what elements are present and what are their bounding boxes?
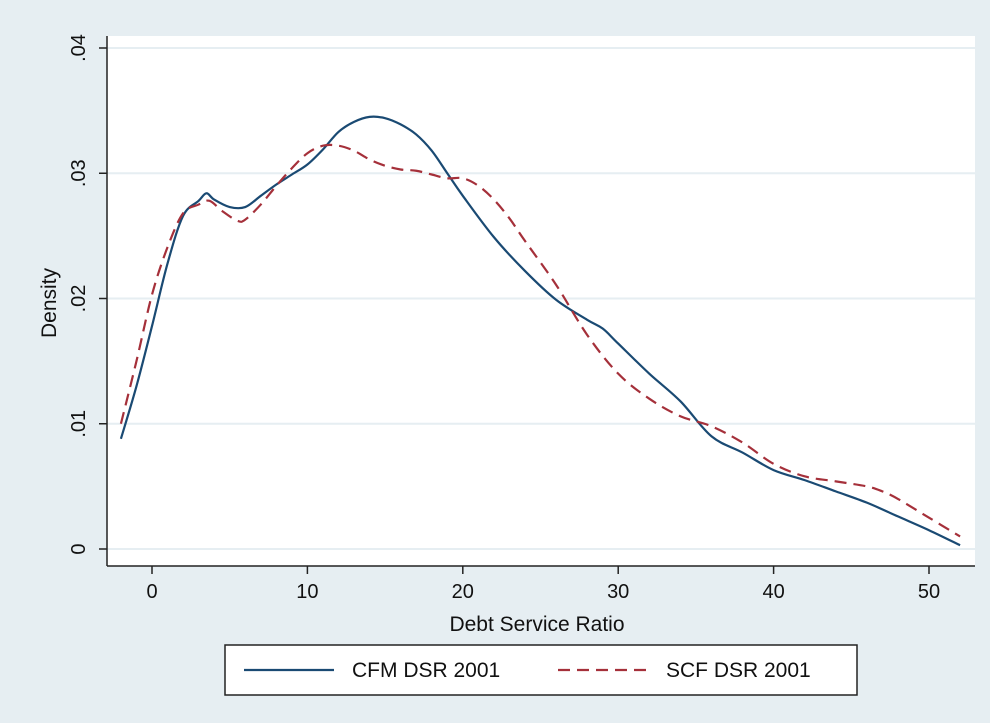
x-tick-label-5: 50 [918,581,940,603]
series-line-cfm [119,115,961,547]
x-axis-title: Debt Service Ratio [449,613,624,636]
y-tick-label-2: .02 [68,285,90,313]
plot-area [107,36,975,566]
series-lines [119,115,961,547]
legend-label-cfm: CFM DSR 2001 [352,659,500,682]
x-tick-label-4: 40 [762,581,784,603]
y-tick-label-0: 0 [68,543,90,554]
x-tick-label-0: 0 [146,581,157,603]
x-tick-label-2: 20 [452,581,474,603]
legend: CFM DSR 2001 SCF DSR 2001 [224,644,858,696]
axes: 0 .01 .02 .03 .04 0 10 20 30 40 50 [68,34,975,603]
series-line-scf [119,143,961,538]
y-axis-title: Density [38,267,61,338]
x-tick-label-3: 30 [607,581,629,603]
y-tick-label-1: .01 [68,410,90,438]
grid-lines [107,47,975,550]
y-tick-label-3: .03 [68,159,90,187]
legend-label-scf: SCF DSR 2001 [666,659,811,682]
x-tick-label-1: 10 [296,581,318,603]
y-tick-label-4: .04 [68,34,90,62]
